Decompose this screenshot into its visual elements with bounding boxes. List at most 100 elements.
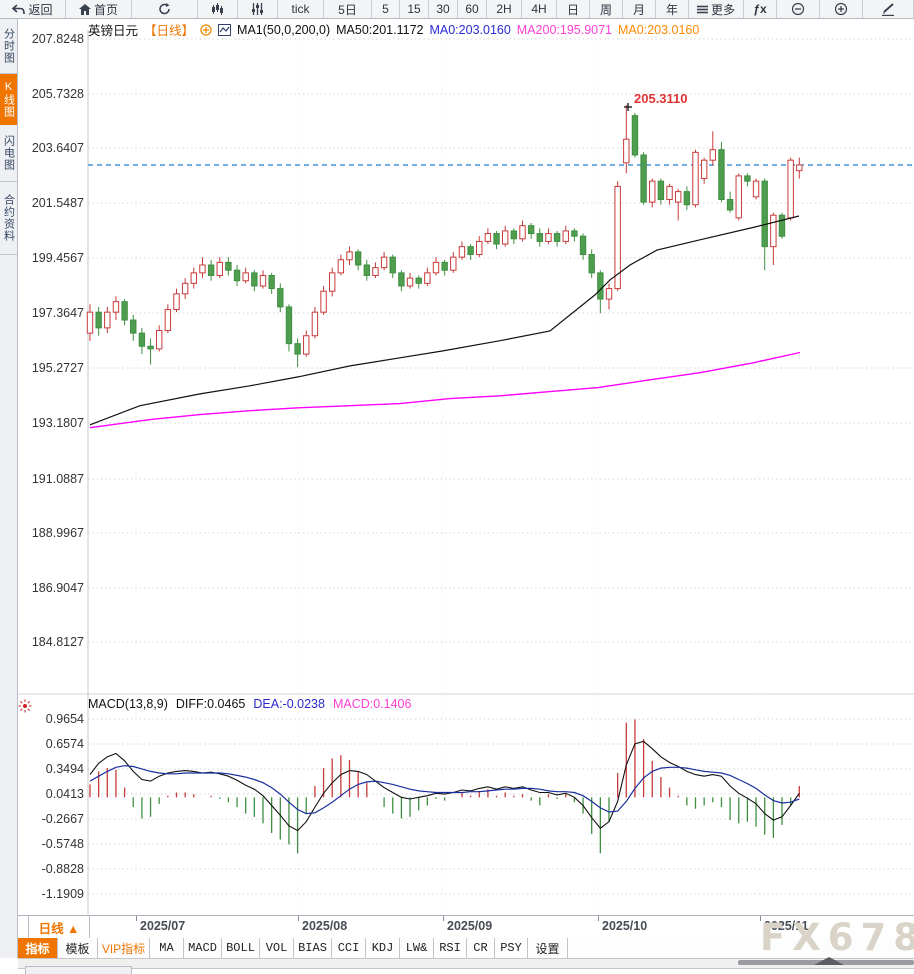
indicator-sun-icon[interactable] <box>18 699 32 713</box>
left-sidebar: 分时图 K线图 闪电图 合约资料 <box>0 18 18 958</box>
candle-body <box>190 272 198 284</box>
sidebar-item-time-chart[interactable]: 分时图 <box>0 18 17 74</box>
period-label: tick <box>291 2 310 16</box>
candle-body <box>484 233 492 242</box>
tab-cr[interactable]: CR <box>467 938 495 958</box>
tab-macd[interactable]: MACD <box>184 938 222 958</box>
candle-body <box>156 330 163 350</box>
period-label: 2H <box>496 2 512 16</box>
macd-header: MACD(13,8,9) DIFF:0.0465 DEA:-0.0238 MAC… <box>88 697 411 711</box>
sidebar-item-label: 分时图 <box>2 27 15 64</box>
candle-body <box>130 319 137 334</box>
ma50-value: MA50:201.1172 <box>336 22 424 37</box>
candle-body <box>562 230 569 242</box>
chart-type-button[interactable] <box>198 0 238 18</box>
tab-vol[interactable]: VOL <box>260 938 294 958</box>
draw-tool-button[interactable] <box>863 0 914 18</box>
tab-template[interactable]: 模板 <box>58 938 98 958</box>
price-axis-label: 199.4567 <box>32 251 84 265</box>
zoom-in-icon <box>834 2 848 16</box>
zoom-out-button[interactable] <box>777 0 820 18</box>
bottom-partial-tab[interactable] <box>25 966 132 974</box>
period-tab-2h[interactable]: 2H <box>487 0 522 18</box>
month-label: 2025/09 <box>447 919 493 933</box>
period-tab-year[interactable]: 年 <box>656 0 689 18</box>
candle-body <box>631 115 639 156</box>
back-button[interactable]: 返回 <box>0 0 66 18</box>
fx-indicator-button[interactable]: ƒx <box>744 0 777 18</box>
candle-body <box>709 149 716 161</box>
candle-body <box>458 246 466 258</box>
month-label: 2025/07 <box>140 919 186 933</box>
month-tick <box>298 916 299 921</box>
price-axis-label: 203.6407 <box>32 141 84 155</box>
month-tick <box>598 916 599 921</box>
tab-settings[interactable]: 设置 <box>528 938 568 958</box>
period-tab-5d[interactable]: 5日 <box>324 0 372 18</box>
period-label: 4H <box>531 2 547 16</box>
zoom-in-button[interactable] <box>820 0 863 18</box>
tab-cci[interactable]: CCI <box>332 938 366 958</box>
candle-body <box>207 264 215 276</box>
price-axis-label: 197.3647 <box>32 306 84 320</box>
sidebar-item-lightning-chart[interactable]: 闪电图 <box>0 125 17 182</box>
period-tab-5m[interactable]: 5 <box>372 0 400 18</box>
period-tab-month[interactable]: 月 <box>623 0 656 18</box>
macd-diff-line <box>89 740 800 832</box>
candle-body <box>285 306 293 345</box>
candle-body <box>718 149 725 200</box>
period-selector[interactable]: 日线 ▲ <box>28 916 90 938</box>
tab-lwr[interactable]: LW& <box>400 938 434 958</box>
period-tab-week[interactable]: 周 <box>590 0 623 18</box>
period-tab-30m[interactable]: 30 <box>429 0 458 18</box>
tab-psy[interactable]: PSY <box>495 938 528 958</box>
candle-body <box>588 254 595 274</box>
candle-body <box>104 311 111 329</box>
tab-bias[interactable]: BIAS <box>294 938 332 958</box>
add-indicator-icon[interactable] <box>200 23 212 36</box>
period-tab-60m[interactable]: 60 <box>458 0 487 18</box>
candle-body <box>225 261 232 271</box>
period-tab-15m[interactable]: 15 <box>400 0 429 18</box>
macd-diff-value: DIFF:0.0465 <box>175 697 246 711</box>
tab-boll[interactable]: BOLL <box>222 938 260 958</box>
tab-label: 模板 <box>65 941 90 956</box>
tab-ma[interactable]: MA <box>150 938 184 958</box>
sidebar-item-kline-chart[interactable]: K线图 <box>0 74 17 125</box>
ma50-line <box>89 215 800 426</box>
x-axis-row: 日线 ▲ 2025/07 2025/08 2025/09 2025/10 2025/11 <box>18 915 914 939</box>
sidebar-item-contract-info[interactable]: 合约资料 <box>0 182 17 255</box>
home-button[interactable]: 首页 <box>66 0 132 18</box>
tab-rsi[interactable]: RSI <box>434 938 467 958</box>
mini-chart-window-icon[interactable] <box>218 23 232 36</box>
tab-label: CR <box>473 941 488 955</box>
ma0-blue-value: MA0:203.0160 <box>429 22 511 37</box>
period-tab-4h[interactable]: 4H <box>522 0 557 18</box>
horizontal-scrollbar[interactable] <box>18 957 914 969</box>
tab-indicator[interactable]: 指标 <box>18 938 58 958</box>
more-button[interactable]: 更多 <box>689 0 744 18</box>
tab-kdj[interactable]: KDJ <box>366 938 400 958</box>
scrollbar-grip-arrow-icon[interactable] <box>814 957 844 965</box>
candle-body <box>95 311 102 329</box>
period-tab-tick[interactable]: tick <box>278 0 324 18</box>
indicator-tab-bar: 指标 模板 VIP指标 MA MACD BOLL VOL BIAS CCI KD… <box>18 938 914 959</box>
indicator-settings-button[interactable] <box>238 0 278 18</box>
candle-body <box>683 191 691 206</box>
candle-body <box>337 259 345 274</box>
candle-body <box>450 256 457 271</box>
refresh-button[interactable] <box>132 0 198 18</box>
candle-body <box>571 230 578 237</box>
tab-label: LW& <box>405 941 428 955</box>
period-label: 日 <box>566 2 579 17</box>
macd-dea-line <box>89 765 800 815</box>
period-tab-day[interactable]: 日 <box>557 0 590 18</box>
period-badge: 【日线】 <box>144 24 195 38</box>
price-axis-label: 201.5487 <box>32 196 84 210</box>
ma0-orange-value: MA0:203.0160 <box>618 22 700 37</box>
tab-vip-indicator[interactable]: VIP指标 <box>98 938 150 958</box>
price-axis-label: 191.0887 <box>32 472 84 486</box>
month-tick <box>136 916 137 921</box>
candle-body <box>346 251 353 261</box>
